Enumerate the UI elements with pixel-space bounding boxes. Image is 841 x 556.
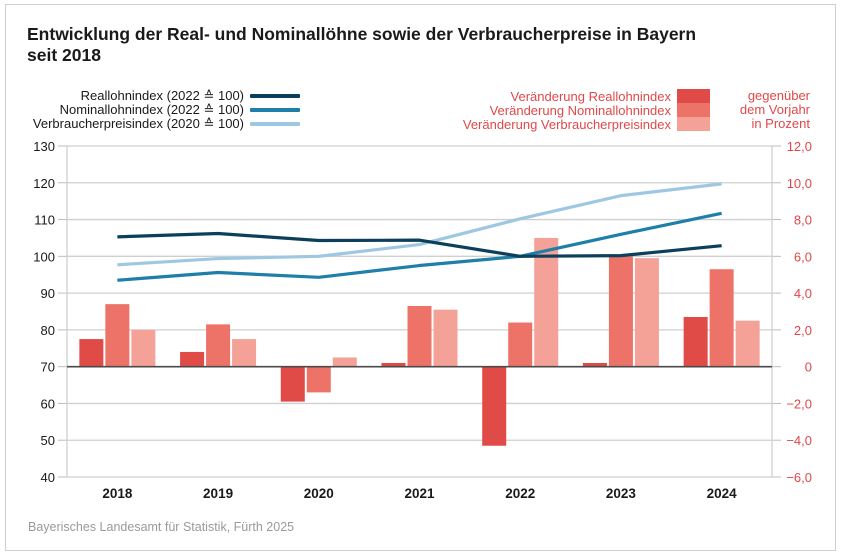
bar-nominal-2020	[306, 366, 331, 393]
legend-label: Veränderung Reallohnindex	[510, 88, 671, 104]
left-tick-label: 90	[41, 286, 55, 301]
legend-item-nominallohnindex: Nominallohnindex (2022 ≙ 100)	[20, 102, 300, 117]
chart-title: Entwicklung der Real- und Nominallöhne s…	[27, 24, 696, 66]
left-tick-label: 120	[33, 176, 55, 191]
bar-cpi-2019	[232, 339, 257, 367]
legend-item-veraenderung-verbraucherpreisindex: Veränderung Verbraucherpreisindex	[420, 116, 710, 132]
legend-item-reallohnindex: Reallohnindex (2022 ≙ 100)	[20, 88, 300, 103]
right-tick-label: −4,0	[786, 433, 812, 448]
legend-swatch	[250, 122, 300, 126]
legend-swatch	[250, 108, 300, 112]
legend-item-verbraucherpreisindex: Verbraucherpreisindex (2020 ≙ 100)	[20, 116, 300, 131]
right-tick-label: 12,0	[787, 139, 812, 154]
bar-cpi-2023	[634, 258, 659, 367]
x-tick-label: 2021	[404, 486, 435, 501]
x-tick-label: 2020	[304, 486, 334, 501]
bar-cpi-2020	[332, 357, 357, 367]
bar-cpi-2022	[534, 237, 559, 367]
left-tick-label: 130	[33, 139, 55, 154]
left-tick-label: 70	[41, 360, 55, 375]
left-tick-label: 100	[33, 249, 55, 264]
line-verbraucherpreisindex	[117, 182, 722, 267]
x-tick-label: 2023	[606, 486, 637, 501]
legend-swatch	[677, 103, 710, 117]
bar-real-2020	[280, 366, 305, 402]
right-tick-label: 2,0	[794, 323, 812, 338]
legend-swatch	[677, 89, 710, 103]
x-tick-label: 2024	[707, 486, 738, 501]
legend-item-veraenderung-reallohnindex: Veränderung Reallohnindex	[420, 88, 710, 104]
legend-bars: Veränderung Reallohnindex Veränderung No…	[420, 88, 710, 132]
bar-real-2021	[381, 362, 406, 367]
bar-nominal-2023	[608, 256, 633, 367]
legend-label: Reallohnindex (2022 ≙ 100)	[80, 88, 244, 103]
right-tick-label: 4,0	[794, 286, 812, 301]
legend-label: Veränderung Verbraucherpreisindex	[462, 116, 671, 132]
bar-real-2019	[180, 351, 205, 367]
line-nominallohnindex	[117, 211, 722, 282]
bar-real-2022	[482, 366, 507, 446]
note-line: gegenüber	[747, 88, 810, 103]
bar-cpi-2024	[735, 320, 760, 367]
right-tick-label: 6,0	[794, 249, 812, 264]
x-tick-label: 2018	[102, 486, 133, 501]
legend-swatch	[250, 94, 300, 98]
bar-real-2023	[582, 362, 607, 367]
bar-nominal-2024	[709, 269, 734, 367]
bar-cpi-2021	[433, 309, 458, 367]
left-tick-label: 80	[41, 323, 55, 338]
bar-nominal-2019	[206, 324, 231, 367]
bar-real-2024	[683, 317, 708, 367]
left-tick-label: 60	[41, 396, 55, 411]
note-line: in Prozent	[751, 116, 810, 131]
x-tick-label: 2019	[203, 486, 233, 501]
right-tick-label: −2,0	[786, 396, 812, 411]
line-reallohnindex	[117, 231, 722, 258]
bar-cpi-2018	[131, 329, 156, 367]
bar-real-2018	[79, 339, 104, 367]
left-tick-label: 50	[41, 433, 55, 448]
bar-nominal-2021	[407, 305, 432, 367]
right-tick-label: −6,0	[786, 470, 812, 485]
legend-label: Verbraucherpreisindex (2020 ≙ 100)	[32, 116, 244, 131]
chart-title-line2: seit 2018	[27, 45, 101, 65]
right-tick-label: 8,0	[794, 213, 812, 228]
right-tick-label: 0	[805, 360, 812, 375]
legend-label: Veränderung Nominallohnindex	[489, 102, 671, 118]
chart-title-line1: Entwicklung der Real- und Nominallöhne s…	[27, 24, 697, 44]
bar-nominal-2018	[105, 304, 130, 367]
left-tick-label: 110	[34, 213, 55, 228]
right-tick-label: 10,0	[787, 176, 812, 191]
legend-swatch	[677, 117, 710, 131]
source-note: Bayerisches Landesamt für Statistik, Für…	[28, 520, 295, 534]
right-axis-note: gegenüber dem Vorjahr in Prozent	[730, 89, 810, 131]
legend-lines: Reallohnindex (2022 ≙ 100) Nominallohnin…	[20, 88, 300, 131]
bar-nominal-2022	[508, 322, 533, 367]
x-tick-label: 2022	[505, 486, 535, 501]
left-tick-label: 40	[41, 470, 55, 485]
note-line: dem Vorjahr	[739, 102, 810, 117]
legend-label: Nominallohnindex (2022 ≙ 100)	[59, 102, 244, 117]
legend-item-veraenderung-nominallohnindex: Veränderung Nominallohnindex	[420, 102, 710, 118]
